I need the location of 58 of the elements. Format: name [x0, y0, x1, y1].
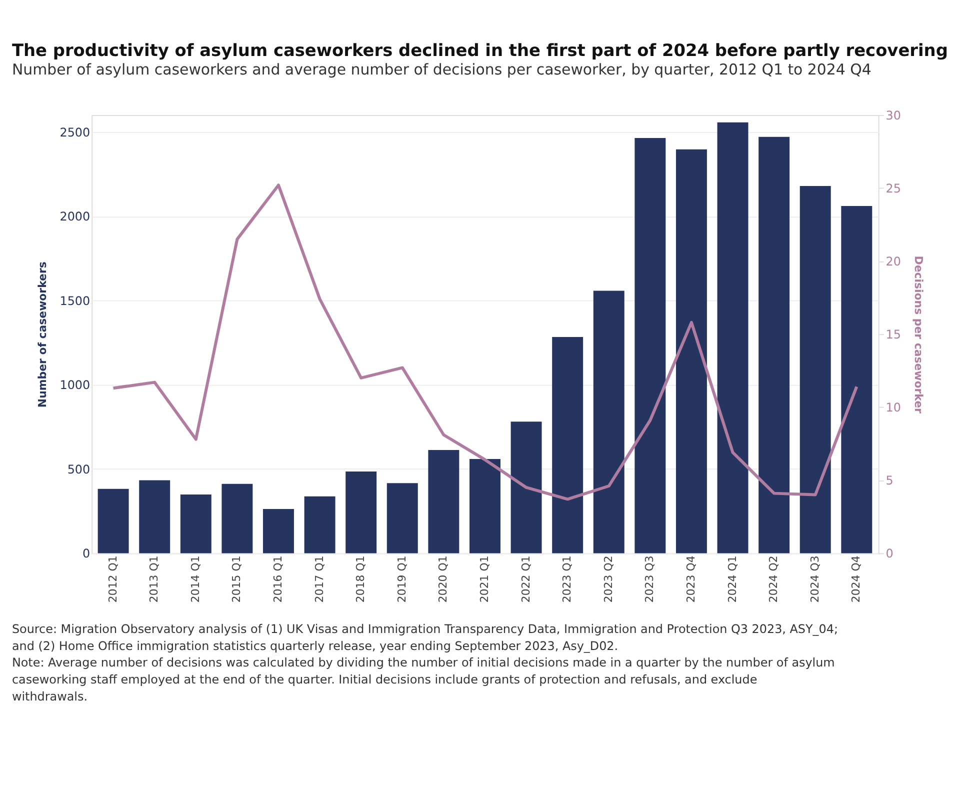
bar: [634, 138, 666, 554]
bar: [180, 494, 212, 554]
x-tick-label: 2022 Q1: [519, 556, 532, 603]
y-axis-title: Number of caseworkers: [36, 262, 49, 408]
x-tick-label: 2024 Q3: [808, 556, 822, 603]
x-tick-label: 2024 Q4: [850, 556, 863, 603]
bar: [346, 471, 377, 554]
y2-tick-label: 10: [886, 400, 902, 415]
y-tick-label: 2500: [60, 125, 90, 140]
source-note: Source: Migration Observatory analysis of (1) UK Visas and Immigration Transparency Data, Immigration and Protection Q3 2023, ASY_04; and (2) Home Office immigration statistics quarterly release, year ending September 2023, Asy_D02.: [12, 622, 838, 653]
x-tick-label: 2018 Q1: [354, 556, 368, 603]
bar: [800, 186, 831, 554]
chart-subtitle: Number of asylum caseworkers and average number of decisions per caseworker, by quarter, 2012 Q1 to 2024 Q4: [12, 60, 872, 79]
y2-tick-label: 5: [886, 474, 894, 488]
y2-tick-label: 0: [886, 546, 894, 561]
bar: [510, 422, 542, 554]
bar: [428, 450, 460, 554]
bar: [469, 458, 500, 554]
bar: [676, 149, 707, 554]
y-tick-label: 0: [82, 546, 90, 561]
bar: [841, 206, 872, 554]
bar: [593, 290, 624, 554]
x-tick-label: 2020 Q1: [436, 556, 450, 603]
x-tick-label: 2019 Q1: [395, 556, 408, 603]
bar: [552, 336, 584, 554]
x-tick-label: 2017 Q1: [312, 556, 326, 603]
bar: [717, 122, 748, 554]
y2-tick-label: 25: [886, 182, 902, 196]
x-tick-label: 2015 Q1: [230, 556, 244, 603]
y-tick-label: 2000: [60, 210, 90, 224]
y-tick-label: 1000: [60, 378, 90, 392]
text: Note: Average number of decisions was calculated by dividing the number of initial decisions made in a quarter by the number of asylum caseworking staff employed at the end of the quarter. Initial decisions include grants of protection and refusals, and exclude withdrawals.: [12, 656, 835, 704]
x-tick-label: 2013 Q1: [148, 556, 161, 603]
y2-tick-label: 30: [886, 108, 902, 122]
y2-tick-label: 15: [886, 328, 902, 342]
line-series: [112, 184, 858, 501]
bar: [263, 509, 294, 554]
x-tick-label: 2023 Q4: [684, 556, 698, 603]
x-tick-label: 2024 Q1: [726, 556, 739, 603]
bar: [222, 484, 253, 554]
x-tick-label: 2014 Q1: [188, 556, 202, 603]
x-tick-label: 2023 Q3: [643, 556, 656, 603]
x-tick-label: 2024 Q2: [767, 556, 780, 603]
y2-tick-label: 20: [886, 254, 902, 269]
x-tick-label: 2023 Q2: [602, 556, 615, 603]
bar: [304, 496, 336, 554]
bar: [98, 488, 129, 554]
chart-title: The productivity of asylum caseworkers declined in the first part of 2024 before partly recovering: [12, 40, 948, 60]
bar: [139, 480, 170, 554]
y-tick-label: 500: [67, 462, 90, 476]
y2-axis-title: Decisions per caseworker: [912, 256, 925, 414]
bar: [758, 136, 790, 554]
y-tick-label: 1500: [60, 294, 90, 308]
x-tick-label: 2012 Q1: [106, 556, 120, 603]
x-tick-label: 2023 Q1: [560, 556, 574, 603]
x-tick-label: 2016 Q1: [271, 556, 284, 603]
x-tick-label: 2021 Q1: [478, 556, 491, 603]
bar: [386, 483, 418, 554]
